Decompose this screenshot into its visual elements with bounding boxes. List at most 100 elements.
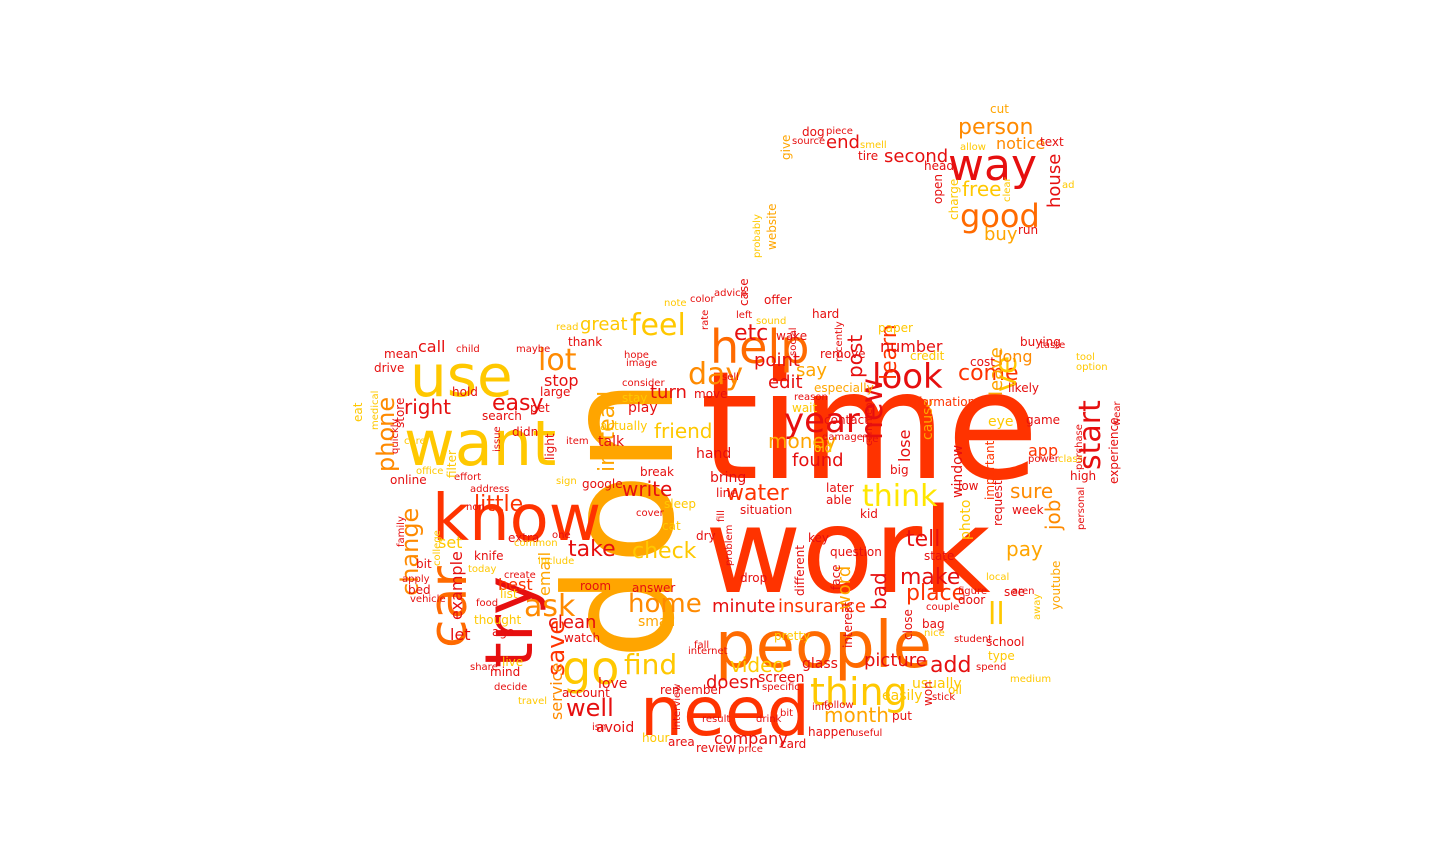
cloud-word: dog <box>802 125 825 139</box>
cloud-word: read <box>556 322 579 333</box>
cloud-word: pay <box>1006 537 1043 561</box>
cloud-word: probably <box>752 214 763 258</box>
cloud-word: hour <box>642 731 670 745</box>
cloud-word: internet <box>688 646 728 657</box>
cloud-word: smell <box>860 140 887 151</box>
cloud-word: store <box>393 398 407 428</box>
cloud-word: different <box>793 545 807 596</box>
cloud-word: cause <box>920 399 936 440</box>
cloud-word: feel <box>630 308 686 343</box>
cloud-word: image <box>626 358 657 369</box>
cloud-word: fill <box>716 510 727 522</box>
cloud-word: area <box>668 735 695 749</box>
cloud-word: rate <box>700 310 711 330</box>
cloud-word: love <box>598 676 627 692</box>
cloud-word: head <box>924 159 954 173</box>
cloud-word: water <box>726 481 790 506</box>
cloud-word: happen <box>808 725 853 739</box>
cloud-word: lose <box>895 430 914 462</box>
cloud-word: important <box>983 440 997 500</box>
cloud-word: eye <box>988 414 1014 430</box>
cloud-word: way <box>948 140 1037 191</box>
cloud-word: good <box>960 197 1040 235</box>
cloud-word: stop <box>544 371 579 390</box>
cloud-word: help <box>710 320 809 374</box>
cloud-word: piece <box>826 126 853 137</box>
cloud-word: able <box>826 493 852 507</box>
cloud-word: face <box>829 564 843 590</box>
cloud-word: light <box>543 433 557 460</box>
cloud-word: search <box>482 409 522 423</box>
cloud-word: easy <box>492 391 544 416</box>
cloud-word: personal <box>1076 487 1087 530</box>
cloud-word: medium <box>1010 674 1051 685</box>
cloud-word: sell <box>722 372 739 383</box>
cloud-word: one <box>552 530 571 541</box>
cloud-word: oil <box>948 683 962 697</box>
cloud-word: eat <box>351 402 365 422</box>
cloud-word: found <box>792 450 844 471</box>
cloud-word: credit <box>910 349 945 363</box>
cloud-word: website <box>765 204 779 251</box>
cloud-word: service <box>547 663 566 720</box>
cloud-word: cut <box>990 102 1009 116</box>
cloud-word: reason <box>794 392 828 403</box>
cloud-word: info <box>812 702 831 713</box>
cloud-word: create <box>504 570 536 581</box>
cloud-word: decide <box>494 682 527 693</box>
cloud-word: drop <box>740 571 767 585</box>
cloud-word: day <box>688 357 743 392</box>
cloud-word: lot <box>538 343 577 378</box>
cloud-word: offer <box>764 293 792 307</box>
cloud-word: office <box>416 466 443 477</box>
cloud-word: work <box>705 482 991 620</box>
cloud-word: aren <box>1012 586 1035 597</box>
cloud-word: child <box>456 344 480 355</box>
cloud-word: fire <box>862 434 878 445</box>
cloud-word: go <box>562 641 619 695</box>
cloud-word: answer <box>632 581 675 595</box>
cloud-word: consider <box>622 378 665 389</box>
cloud-word: food <box>476 598 498 609</box>
cloud-word: class <box>1058 454 1083 465</box>
cloud-word: type <box>988 649 1015 663</box>
cloud-word: high <box>1070 469 1096 483</box>
cloud-word: place <box>906 581 965 606</box>
cloud-word: email <box>535 552 554 596</box>
cloud-word: mean <box>384 347 418 361</box>
cloud-word: watch <box>564 631 600 645</box>
cloud-word: won <box>921 681 935 706</box>
cloud-word: let <box>450 625 471 644</box>
cloud-word: point <box>754 350 800 371</box>
cloud-word: question <box>830 545 882 559</box>
cloud-word: notice <box>996 134 1045 153</box>
cloud-word: break <box>640 465 674 479</box>
cloud-word: pretty <box>774 629 810 643</box>
cloud-word: word <box>834 566 855 610</box>
cloud-word: remember <box>660 683 723 697</box>
cloud-word: bad <box>867 572 891 610</box>
cloud-word: insurance <box>778 596 866 617</box>
cloud-word: power <box>1028 454 1060 465</box>
cloud-word: request <box>991 480 1005 526</box>
cloud-word: bag <box>922 617 945 631</box>
cloud-word: screen <box>758 670 805 686</box>
cloud-word: picture <box>864 650 927 671</box>
cloud-word: open <box>931 174 945 204</box>
cloud-word: purchase <box>1074 424 1085 470</box>
cloud-word: experience <box>1107 417 1121 484</box>
cloud-word: old <box>814 441 832 455</box>
cloud-word: comment <box>864 398 875 446</box>
cloud-word: situation <box>740 503 792 517</box>
cloud-word: hand <box>696 446 731 462</box>
cloud-word: apply <box>402 574 430 585</box>
cloud-word: check <box>632 539 697 564</box>
cloud-word: useful <box>852 728 882 739</box>
cloud-word: travel <box>518 696 547 707</box>
cloud-word: clear <box>1002 176 1013 202</box>
cloud-word: game <box>1026 413 1060 427</box>
cloud-word: think <box>862 479 938 514</box>
cloud-word: online <box>390 473 427 487</box>
cloud-word: note <box>664 298 687 309</box>
